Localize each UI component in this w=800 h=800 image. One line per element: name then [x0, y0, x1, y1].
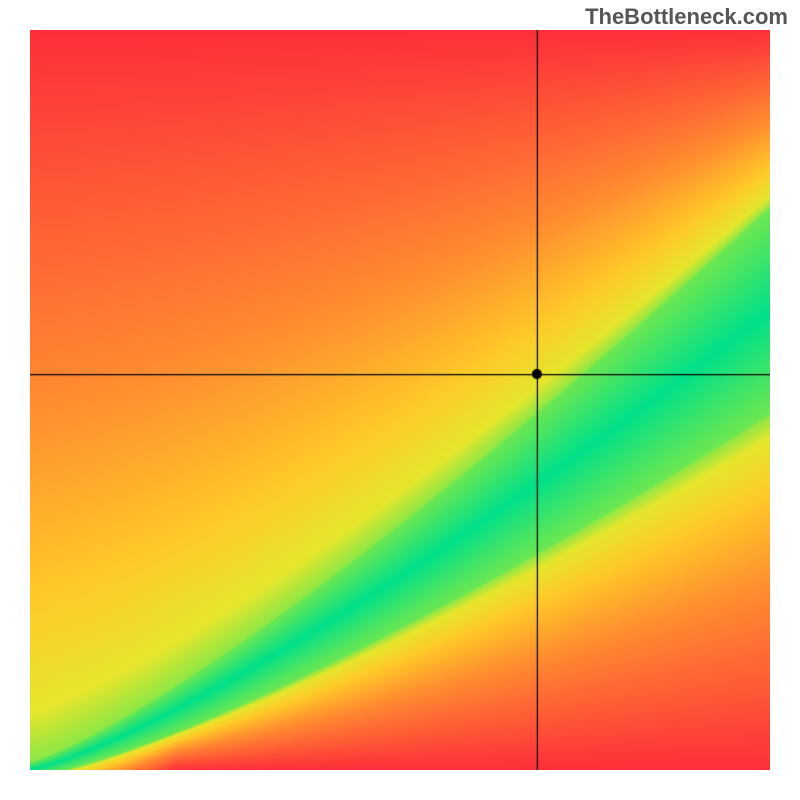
chart-container: TheBottleneck.com: [0, 0, 800, 800]
overlay-canvas: [30, 30, 770, 770]
watermark-text: TheBottleneck.com: [585, 4, 788, 30]
